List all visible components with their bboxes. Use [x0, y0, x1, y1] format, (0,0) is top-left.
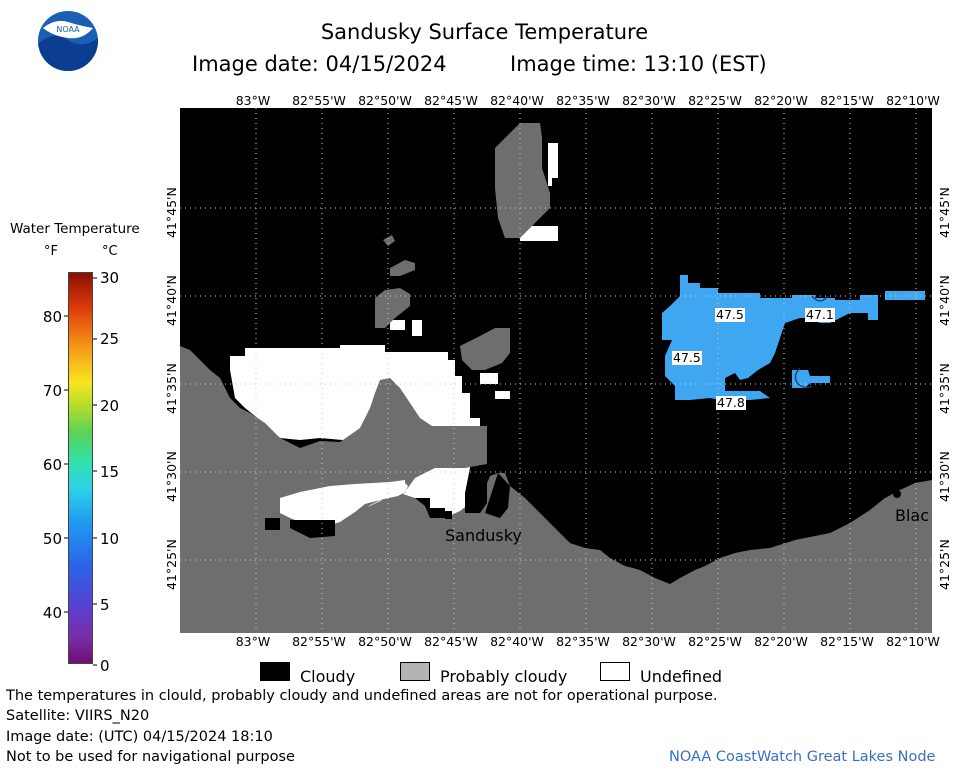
colorbar-c-tick: 20 [100, 397, 120, 415]
lat-label-left: 41°35'N [164, 363, 179, 414]
temperature-colorbar [68, 272, 93, 664]
colorbar-c-tick: 0 [100, 657, 110, 675]
colorbar-f-tick: 70 [42, 382, 62, 400]
lon-label-bottom: 82°35'W [556, 634, 610, 649]
lon-label-bottom: 82°45'W [424, 634, 478, 649]
lat-label-right: 41°35'N [937, 363, 952, 414]
lon-label-top: 82°15'W [820, 93, 874, 108]
lon-label-bottom: 82°30'W [622, 634, 676, 649]
noaa-logo: NOAA [37, 10, 99, 76]
land-pelee-island [495, 123, 550, 238]
land-mainland [180, 346, 932, 633]
water-temperature-area [792, 370, 830, 388]
place-label-sandusky: Sandusky [445, 526, 522, 545]
noaa-logo-text: NOAA [56, 25, 80, 34]
water-temperature-area [662, 275, 878, 400]
legend-swatch-probably-cloudy [400, 662, 430, 681]
footer-utc-date: Image date: (UTC) 04/15/2024 18:10 [6, 729, 273, 745]
place-label-blac: Blac [895, 506, 930, 525]
lon-label-bottom: 82°50'W [358, 634, 412, 649]
lon-label-top: 82°50'W [358, 93, 412, 108]
land-bass-island [390, 260, 415, 276]
land-bass-island [383, 235, 395, 246]
lon-label-top: 82°25'W [688, 93, 742, 108]
colorbar-c-tick: 15 [100, 463, 120, 481]
undefined-area [495, 391, 510, 399]
colorbar-unit-f: °F [44, 244, 58, 259]
lat-lon-grid [180, 108, 932, 633]
temperature-value-label: 47.5 [672, 350, 702, 365]
colorbar-f-tick: 40 [42, 604, 62, 622]
lat-label-left: 41°45'N [164, 187, 179, 238]
lon-label-bottom: 83°W [235, 634, 271, 649]
colorbar-c-tick: 5 [100, 596, 110, 614]
legend-swatch-cloudy [260, 662, 290, 681]
lon-label-bottom: 82°10'W [886, 634, 940, 649]
lon-label-bottom: 82°55'W [292, 634, 346, 649]
lon-label-top: 83°W [235, 93, 271, 108]
temperature-value-label: 47.8 [716, 395, 746, 410]
lon-label-bottom: 82°25'W [688, 634, 742, 649]
image-time: Image time: 13:10 (EST) [510, 52, 767, 76]
undefined-area [520, 226, 558, 241]
footer-satellite: Satellite: VIIRS_N20 [6, 708, 150, 724]
temperature-value-label: 47.5 [715, 307, 745, 322]
colorbar-f-tick: 80 [42, 308, 62, 326]
undefined-area [480, 373, 498, 384]
page-title: Sandusky Surface Temperature [320, 20, 649, 44]
colorbar-c-tick: 25 [100, 330, 120, 348]
temperature-value-label: 47.1 [805, 307, 835, 322]
land-kelleys-island [460, 328, 510, 370]
footer-navigation-note: Not to be used for navigational purpose [6, 749, 295, 765]
lat-label-left: 41°40'N [164, 275, 179, 326]
colorbar-c-tick: 10 [100, 530, 120, 548]
undefined-area [548, 143, 558, 186]
lon-label-bottom: 82°40'W [490, 634, 544, 649]
image-date: Image date: 04/15/2024 [192, 52, 447, 76]
colorbar-f-tick: 50 [42, 530, 62, 548]
legend-swatch-undefined [600, 662, 630, 681]
sandusky-marker [445, 511, 452, 519]
lat-label-left: 41°30'N [164, 451, 179, 502]
legend-label-cloudy: Cloudy [300, 667, 356, 686]
lon-label-top: 82°35'W [556, 93, 610, 108]
colorbar-ticks [64, 277, 97, 666]
temperature-contour [794, 295, 829, 389]
legend-label-undefined: Undefined [640, 667, 723, 686]
cloud-area [465, 468, 510, 518]
colorbar-title: Water Temperature [10, 221, 140, 237]
lat-label-left: 41°25'N [164, 539, 179, 590]
lat-label-right: 41°25'N [937, 539, 952, 590]
colorbar-unit-c: °C [102, 244, 118, 259]
lon-label-top: 82°10'W [886, 93, 940, 108]
lat-label-right: 41°40'N [937, 275, 952, 326]
legend-label-probably-cloudy: Probably cloudy [440, 667, 568, 686]
colorbar-f-tick: 60 [42, 456, 62, 474]
satellite-map [180, 108, 932, 633]
blac-marker [893, 490, 901, 498]
lon-label-top: 82°20'W [754, 93, 808, 108]
lon-label-top: 82°45'W [424, 93, 478, 108]
undefined-area [390, 320, 422, 336]
lon-label-top: 82°55'W [292, 93, 346, 108]
lon-label-bottom: 82°15'W [820, 634, 874, 649]
colorbar-c-tick: 30 [100, 269, 120, 287]
lat-label-right: 41°30'N [937, 451, 952, 502]
cloud-area [265, 518, 335, 538]
lat-label-right: 41°45'N [937, 187, 952, 238]
footer-disclaimer: The temperatures in clould, probably clo… [6, 688, 718, 704]
lon-label-top: 82°30'W [622, 93, 676, 108]
lon-label-top: 82°40'W [490, 93, 544, 108]
footer-credit: NOAA CoastWatch Great Lakes Node [669, 749, 936, 765]
lon-label-bottom: 82°20'W [754, 634, 808, 649]
land-bass-island [375, 288, 410, 328]
